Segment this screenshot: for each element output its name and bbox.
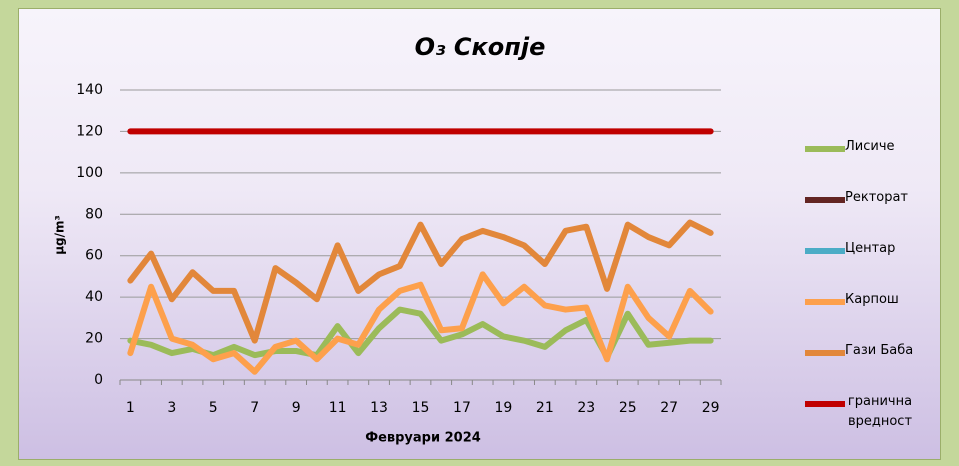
- y-tick-label: 60: [85, 248, 103, 264]
- y-tick-label: 40: [85, 289, 103, 305]
- x-axis-title: Февруари 2024: [365, 431, 481, 446]
- x-tick-label: 11: [329, 400, 347, 416]
- legend-item: Гази Баба: [805, 343, 935, 361]
- legend-item: гранична вредност: [805, 394, 925, 432]
- x-tick-label: 1: [126, 400, 135, 416]
- legend-swatch: [805, 197, 845, 203]
- y-tick-label: 80: [85, 206, 103, 222]
- legend-label: гранична вредност: [847, 394, 913, 429]
- y-axis-title: μg/m³: [53, 215, 67, 255]
- x-tick-label: 13: [370, 400, 388, 416]
- y-tick-label: 120: [76, 123, 103, 139]
- chart-title: O₃ Скопје: [415, 33, 546, 61]
- x-tick-label: 15: [412, 400, 430, 416]
- legend-item: Карпош: [805, 292, 935, 310]
- x-tick-label: 29: [702, 400, 720, 416]
- y-tick-label: 140: [76, 82, 103, 98]
- x-tick-label: 17: [453, 400, 471, 416]
- legend-label: Лисиче: [845, 139, 895, 154]
- x-tick-label: 3: [167, 400, 176, 416]
- x-tick-label: 27: [660, 400, 678, 416]
- legend-label: Гази Баба: [845, 343, 914, 358]
- y-tick-label: 0: [94, 372, 103, 388]
- x-tick-label: 9: [292, 400, 301, 416]
- legend-item: Лисиче: [805, 139, 935, 157]
- legend-swatch: [805, 146, 845, 152]
- x-tick-label: 23: [577, 400, 595, 416]
- series-line: [127, 271, 714, 375]
- x-tick-label: 19: [494, 400, 512, 416]
- legend-swatch: [805, 248, 845, 254]
- x-tick-label: 25: [619, 400, 637, 416]
- series-line: [127, 306, 714, 361]
- x-tick-label: 5: [209, 400, 218, 416]
- legend-label: Ректорат: [845, 190, 909, 205]
- series-line: [127, 219, 714, 344]
- legend-label: Карпош: [845, 292, 899, 307]
- x-tick-label: 21: [536, 400, 554, 416]
- legend-item: Центар: [805, 241, 935, 259]
- legend-label: Центар: [845, 241, 896, 256]
- y-tick-label: 20: [85, 331, 103, 347]
- legend-swatch: [805, 401, 845, 407]
- legend-item: Ректорат: [805, 190, 935, 208]
- legend-swatch: [805, 299, 845, 305]
- y-tick-label: 100: [76, 165, 103, 181]
- x-tick-label: 7: [250, 400, 259, 416]
- legend-swatch: [805, 350, 845, 356]
